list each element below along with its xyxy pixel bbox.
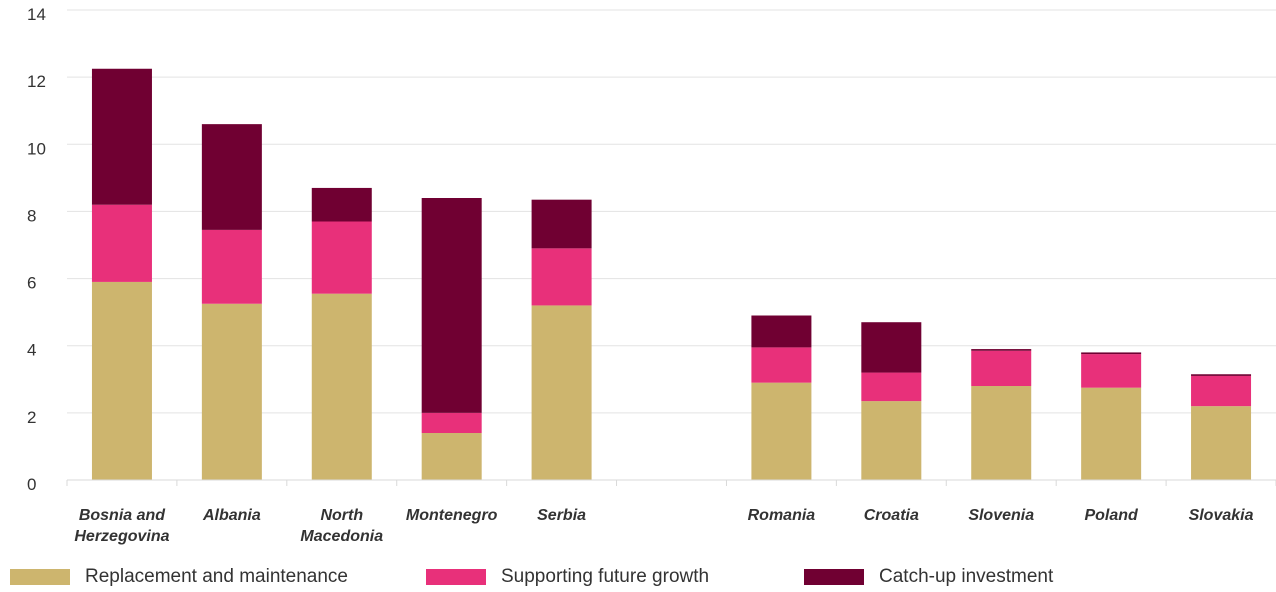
- legend-label-catchup: Catch-up investment: [879, 566, 1054, 587]
- bar-segment: [1081, 387, 1142, 480]
- bar-segment: [421, 433, 482, 480]
- legend-label-growth: Supporting future growth: [501, 566, 710, 587]
- category-label: Montenegro: [406, 507, 498, 524]
- gridlines: [67, 9, 1276, 414]
- bar-segment: [971, 350, 1032, 386]
- bar-segment: [1191, 374, 1252, 376]
- category-label: Croatia: [864, 507, 919, 524]
- legend-item-replacement: Replacement and maintenance: [10, 566, 348, 588]
- bar-segment: [201, 303, 262, 480]
- bar-segment: [861, 372, 922, 402]
- bar-segment: [531, 248, 592, 306]
- category-label: Herzegovina: [74, 528, 169, 545]
- bar-segment: [531, 305, 592, 480]
- y-tick-label: 12: [27, 72, 46, 91]
- y-tick-label: 2: [27, 408, 36, 427]
- bar-segment: [1081, 352, 1142, 355]
- y-tick-label: 0: [27, 475, 36, 494]
- bar-segment: [91, 204, 152, 282]
- bar-segment: [971, 349, 1032, 351]
- bar-segment: [861, 322, 922, 373]
- y-tick-label: 14: [27, 5, 46, 24]
- legend-swatch-replacement: [10, 569, 70, 585]
- category-label: Poland: [1084, 507, 1139, 524]
- bar-segment: [1081, 354, 1142, 388]
- bar-segment: [91, 281, 152, 480]
- y-tick-label: 6: [27, 274, 36, 293]
- legend-swatch-growth: [426, 569, 486, 585]
- y-tick-label: 8: [27, 206, 36, 225]
- bar-segment: [751, 347, 812, 383]
- y-axis-ticks: 0 2 4 6 8 10 12 14: [27, 5, 46, 494]
- category-label: Bosnia and: [79, 507, 166, 524]
- y-tick-label: 4: [27, 341, 36, 360]
- legend-swatch-catchup: [804, 569, 864, 585]
- bar-segment: [861, 401, 922, 480]
- bar-segment: [421, 412, 482, 433]
- bar-segment: [1191, 406, 1252, 480]
- category-label: Slovenia: [968, 507, 1034, 524]
- category-label: Macedonia: [300, 528, 383, 545]
- bar-segment: [1191, 375, 1252, 407]
- legend: Replacement and maintenance Supporting f…: [0, 566, 1276, 592]
- category-label: Serbia: [537, 507, 586, 524]
- y-tick-label: 10: [27, 139, 46, 158]
- bar-segment: [201, 124, 262, 230]
- category-label: Romania: [748, 507, 816, 524]
- bar-segment: [971, 386, 1032, 480]
- legend-item-catchup: Catch-up investment: [804, 566, 1053, 588]
- legend-label-replacement: Replacement and maintenance: [85, 566, 349, 587]
- bar-segment: [91, 68, 152, 205]
- bar-segment: [311, 221, 372, 294]
- bar-segment: [421, 198, 482, 413]
- category-label: Albania: [202, 507, 261, 524]
- bar-segment: [751, 315, 812, 348]
- stacked-bar-chart: 0 2 4 6 8 10 12 14 Bosnia and Herzegovina Albania…: [27, 5, 1276, 545]
- category-label: North: [320, 507, 363, 524]
- category-label: Slovakia: [1189, 507, 1254, 524]
- bar-segment: [311, 293, 372, 480]
- bars: [91, 68, 1252, 480]
- bar-segment: [311, 187, 372, 222]
- legend-item-growth: Supporting future growth: [426, 566, 709, 588]
- x-axis-labels: Bosnia and Herzegovina Albania North Macedon…: [74, 507, 1253, 545]
- bar-segment: [751, 382, 812, 480]
- bar-segment: [531, 199, 592, 249]
- bar-segment: [201, 229, 262, 304]
- x-axis: [66, 479, 1276, 486]
